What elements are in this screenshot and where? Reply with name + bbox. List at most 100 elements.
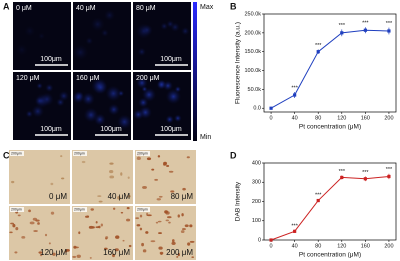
cell xyxy=(48,242,51,245)
cell xyxy=(158,195,163,198)
image-label: 160 μM xyxy=(76,75,100,82)
y-axis-label: DAB Intensity xyxy=(235,181,242,221)
cell xyxy=(170,190,175,193)
x-tick-label: 160 xyxy=(361,243,370,249)
significance: *** xyxy=(362,170,369,176)
cell xyxy=(15,227,19,231)
scale-label: 200μm xyxy=(137,151,148,155)
panel-label: C xyxy=(3,150,10,160)
scale-box xyxy=(136,151,150,156)
cell xyxy=(142,249,147,253)
image-label: 200 μM xyxy=(166,248,193,257)
cell xyxy=(182,187,186,191)
cell xyxy=(172,239,175,243)
cell xyxy=(9,231,13,234)
cell xyxy=(135,217,140,220)
scale-box xyxy=(73,151,87,156)
scale-box xyxy=(73,207,87,212)
cell xyxy=(174,114,182,122)
cell xyxy=(158,246,163,250)
scale-label: 100μm xyxy=(160,56,182,63)
data-point xyxy=(363,177,367,181)
cell xyxy=(160,253,163,256)
cell xyxy=(24,25,36,37)
cell xyxy=(28,209,31,213)
data-point xyxy=(293,93,297,97)
cell xyxy=(97,195,102,197)
significance: *** xyxy=(291,85,298,91)
cell xyxy=(151,168,155,171)
cell xyxy=(37,32,46,40)
y-tick-label: 100 xyxy=(252,218,261,224)
image-label: 0 μM xyxy=(49,192,67,201)
y-tick-label: 100.0k xyxy=(244,68,261,74)
data-point xyxy=(363,28,367,32)
colorbar-min: Min xyxy=(200,134,211,141)
colorbar xyxy=(193,2,197,141)
cell xyxy=(120,172,123,176)
y-tick-label: 0 xyxy=(258,237,261,243)
cell xyxy=(100,223,103,227)
cell xyxy=(115,235,120,239)
scale-box xyxy=(10,207,24,212)
image-label: 200 μM xyxy=(136,75,160,82)
cell xyxy=(136,224,141,227)
cell xyxy=(95,220,98,224)
cell xyxy=(170,22,180,32)
cell xyxy=(120,211,124,214)
cell xyxy=(85,37,94,45)
cell xyxy=(112,253,115,258)
cell xyxy=(181,213,184,217)
y-tick-label: 150.0k xyxy=(244,49,261,55)
x-tick-label: 80 xyxy=(315,243,321,249)
x-tick-label: 200 xyxy=(384,243,393,249)
cell xyxy=(12,223,16,228)
cell xyxy=(44,233,48,237)
cell xyxy=(81,160,86,164)
cell xyxy=(189,240,195,243)
cell xyxy=(156,198,161,201)
cell xyxy=(122,239,125,242)
cell xyxy=(93,80,108,95)
cell xyxy=(73,246,79,249)
x-tick-label: 160 xyxy=(361,115,370,121)
y-tick-label: 200 xyxy=(252,199,261,205)
data-point xyxy=(340,31,344,35)
dab-image xyxy=(72,150,133,204)
dab-image xyxy=(135,150,196,204)
image-label: 160 μM xyxy=(103,248,130,257)
cell xyxy=(108,103,120,116)
cell xyxy=(105,237,108,240)
cell xyxy=(117,195,121,200)
cell xyxy=(105,85,122,102)
panel-label: D xyxy=(230,150,237,160)
cell xyxy=(160,22,169,30)
cell xyxy=(93,113,106,126)
cell xyxy=(76,254,81,259)
cell xyxy=(141,242,144,247)
cell xyxy=(50,182,54,186)
data-point xyxy=(316,198,320,203)
cell xyxy=(104,247,108,250)
cell xyxy=(112,207,116,210)
x-tick-label: 120 xyxy=(337,115,346,121)
scale-label: 200μm xyxy=(137,207,148,211)
cell xyxy=(139,214,143,218)
x-tick-label: 0 xyxy=(270,115,273,121)
cell xyxy=(157,220,162,223)
data-point xyxy=(269,106,273,110)
cell xyxy=(72,44,89,61)
cell xyxy=(141,24,153,36)
cell xyxy=(176,256,179,258)
significance: *** xyxy=(291,223,298,229)
significance: *** xyxy=(386,21,393,27)
y-tick-label: 50.0k xyxy=(248,87,262,93)
scale-box xyxy=(10,151,24,156)
cell xyxy=(21,236,26,239)
cell xyxy=(37,222,40,225)
cell xyxy=(154,178,158,181)
cell xyxy=(162,80,173,91)
data-line xyxy=(270,29,389,109)
cell xyxy=(168,221,171,224)
